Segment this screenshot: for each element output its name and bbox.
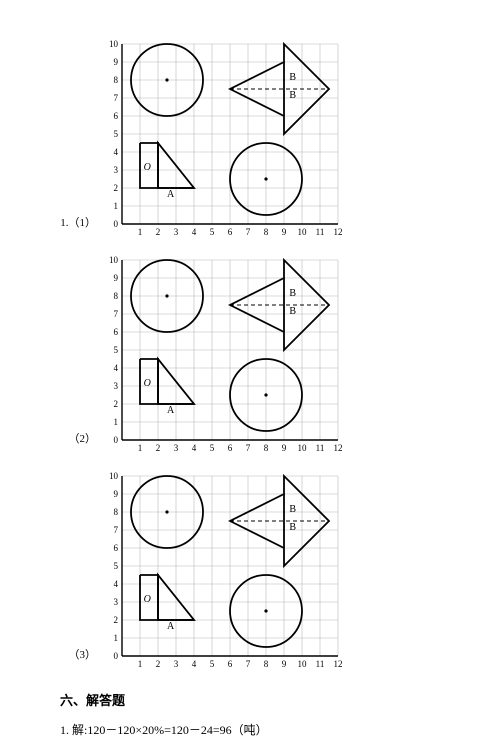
svg-text:4: 4 [114,579,119,589]
figure-1-label: 1.（1） [60,214,96,238]
svg-text:4: 4 [114,363,119,373]
figure-1-svg-container: 123456789101112012345678910OABB [102,40,342,238]
page: 1.（1） 123456789101112012345678910OABB （2… [0,0,500,707]
svg-text:9: 9 [114,57,119,67]
svg-text:4: 4 [192,227,197,237]
svg-text:6: 6 [114,543,119,553]
svg-text:A: A [167,405,175,416]
svg-text:10: 10 [109,256,119,265]
svg-text:2: 2 [156,443,161,453]
solution-1: 1. 解:120－120×20%=120－24=96（吨） [60,721,500,738]
svg-text:B: B [289,522,296,533]
svg-text:8: 8 [264,227,269,237]
svg-text:4: 4 [192,443,197,453]
svg-text:5: 5 [114,345,119,355]
svg-text:8: 8 [114,75,119,85]
svg-text:7: 7 [246,659,251,669]
figure-2-label: （2） [60,430,96,454]
svg-text:5: 5 [114,129,119,139]
svg-text:10: 10 [298,443,308,453]
svg-text:11: 11 [316,659,325,669]
section-title: 六、解答题 [60,690,500,709]
svg-text:5: 5 [210,443,215,453]
svg-text:7: 7 [114,93,119,103]
figure-2-svg-container: 123456789101112012345678910OABB [102,256,342,454]
svg-text:6: 6 [228,443,233,453]
svg-text:1: 1 [138,659,143,669]
svg-text:2: 2 [114,615,119,625]
svg-text:7: 7 [246,443,251,453]
svg-text:3: 3 [114,381,119,391]
svg-text:10: 10 [298,659,308,669]
figure-3-row: （3） 123456789101112012345678910OABB [60,472,500,670]
svg-text:9: 9 [282,659,287,669]
svg-text:7: 7 [114,525,119,535]
svg-text:12: 12 [334,659,343,669]
svg-text:6: 6 [228,659,233,669]
svg-text:7: 7 [246,227,251,237]
svg-text:2: 2 [156,659,161,669]
svg-text:0: 0 [114,435,119,445]
svg-text:4: 4 [114,147,119,157]
figure-3-svg-container: 123456789101112012345678910OABB [102,472,342,670]
svg-text:4: 4 [192,659,197,669]
figure-1-row: 1.（1） 123456789101112012345678910OABB [60,40,500,238]
svg-text:10: 10 [109,40,119,49]
svg-text:9: 9 [282,443,287,453]
svg-text:9: 9 [114,489,119,499]
svg-text:0: 0 [114,219,119,229]
svg-text:0: 0 [114,651,119,661]
svg-text:9: 9 [114,273,119,283]
svg-text:B: B [289,306,296,317]
svg-text:O: O [144,378,151,389]
svg-text:B: B [289,90,296,101]
svg-text:1: 1 [138,443,143,453]
svg-text:3: 3 [174,443,179,453]
svg-text:6: 6 [114,111,119,121]
svg-text:7: 7 [114,309,119,319]
svg-text:1: 1 [114,633,119,643]
svg-text:1: 1 [114,201,119,211]
svg-text:A: A [167,189,175,200]
svg-text:A: A [167,621,175,632]
svg-text:3: 3 [174,659,179,669]
svg-text:11: 11 [316,443,325,453]
svg-text:10: 10 [109,472,119,481]
svg-text:O: O [144,594,151,605]
svg-text:5: 5 [114,561,119,571]
svg-text:8: 8 [264,659,269,669]
svg-text:6: 6 [228,227,233,237]
svg-text:2: 2 [114,399,119,409]
svg-text:3: 3 [114,597,119,607]
svg-text:6: 6 [114,327,119,337]
svg-text:B: B [289,72,296,83]
svg-text:8: 8 [114,291,119,301]
svg-text:2: 2 [156,227,161,237]
svg-text:B: B [289,504,296,515]
svg-text:1: 1 [138,227,143,237]
svg-text:1: 1 [114,417,119,427]
svg-text:8: 8 [114,507,119,517]
figure-3-label: （3） [60,646,96,670]
svg-text:3: 3 [114,165,119,175]
svg-text:11: 11 [316,227,325,237]
svg-text:O: O [144,162,151,173]
svg-text:2: 2 [114,183,119,193]
svg-text:3: 3 [174,227,179,237]
svg-text:10: 10 [298,227,308,237]
svg-text:12: 12 [334,443,343,453]
svg-text:12: 12 [334,227,343,237]
svg-text:5: 5 [210,659,215,669]
figure-2-row: （2） 123456789101112012345678910OABB [60,256,500,454]
svg-text:8: 8 [264,443,269,453]
svg-text:5: 5 [210,227,215,237]
svg-text:9: 9 [282,227,287,237]
svg-text:B: B [289,288,296,299]
